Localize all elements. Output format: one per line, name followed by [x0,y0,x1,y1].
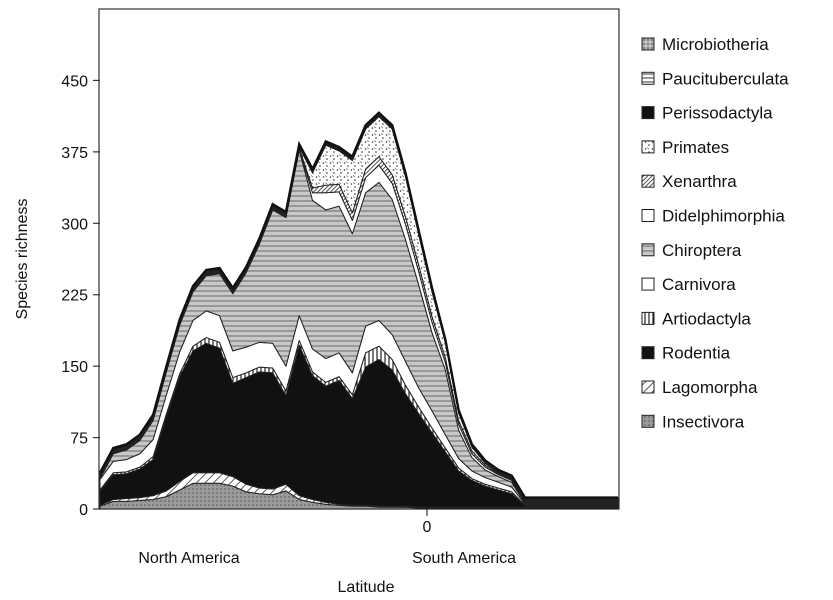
legend-swatch-didelphimorphia [641,209,655,222]
legend-swatch-microbiotheria [641,37,655,51]
y-axis: 0 75 150 225 300 375 450 [61,73,100,519]
legend-swatch-paucituberculata [641,71,655,85]
legend-label-primates: Primates [662,138,729,157]
y-tick-label-450: 450 [61,73,88,90]
legend-swatch-xenarthra [641,174,655,188]
legend-swatch-perissodactyla [641,106,655,120]
legend-label-xenarthra: Xenarthra [662,172,737,191]
legend: Microbiotheria Paucituberculata Perissodac… [641,35,789,431]
legend-swatch-lagomorpha [641,380,655,394]
x-region-label-north-america: North America [138,550,239,567]
legend-label-microbiotheria: Microbiotheria [662,35,769,54]
legend-label-didelphimorphia: Didelphimorphia [662,207,785,226]
legend-label-carnivora: Carnivora [662,275,736,294]
y-tick-label-150: 150 [61,359,88,376]
legend-swatch-insectivora [641,414,655,428]
y-tick-label-225: 225 [61,288,88,305]
legend-swatch-artiodactyla [641,311,655,325]
legend-label-rodentia: Rodentia [662,344,731,363]
y-tick-label-300: 300 [61,216,88,233]
x-axis-title: Latitude [338,579,395,596]
stacked-areas [98,111,619,510]
y-tick-label-75: 75 [70,431,88,448]
legend-swatch-carnivora [641,277,655,291]
legend-label-paucituberculata: Paucituberculata [662,69,789,88]
total-richness-line [98,111,618,499]
legend-swatch-primates [641,140,655,154]
x-tick-label-zero: 0 [423,519,432,536]
legend-label-artiodactyla: Artiodactyla [662,309,751,328]
legend-swatch-chiroptera [641,243,655,257]
y-axis-title: Species richness [14,199,31,320]
legend-swatch-rodentia [641,346,655,360]
legend-label-insectivora: Insectivora [662,412,745,431]
y-tick-label-375: 375 [61,145,88,162]
x-region-label-south-america: South America [412,550,516,567]
legend-label-perissodactyla: Perissodactyla [662,104,773,123]
legend-label-chiroptera: Chiroptera [662,241,742,260]
y-tick-label-0: 0 [79,502,88,519]
legend-label-lagomorpha: Lagomorpha [662,378,758,397]
